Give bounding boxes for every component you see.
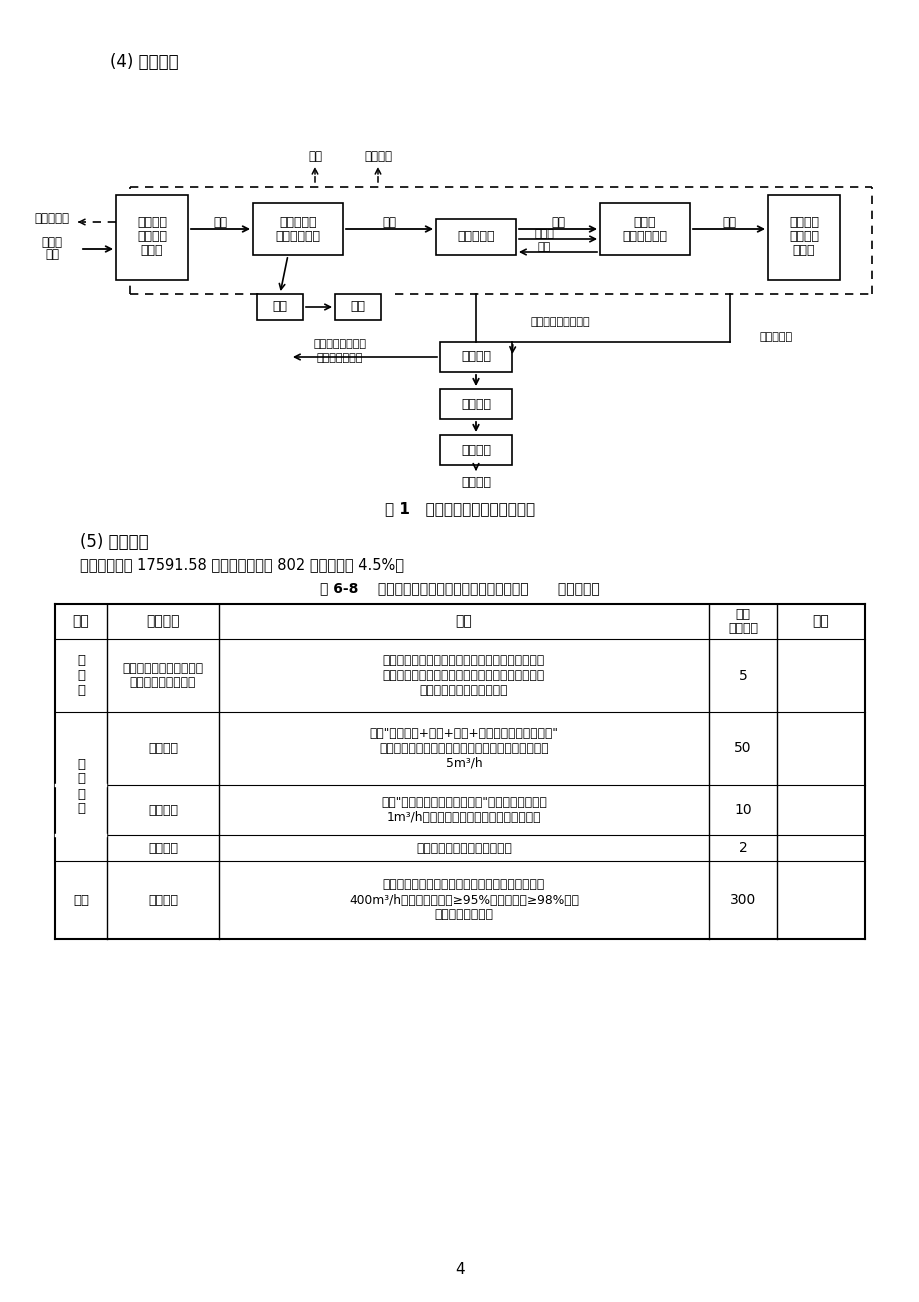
Text: 在汽车发油区设置一套油气回收装置，处理规模为
400m³/h，油气收集效率≥95%，处理效率≥98%。主
材选用进口设备。: 在汽车发油区设置一套油气回收装置，处理规模为 400m³/h，油气收集效率≥95…: [348, 879, 578, 922]
Text: 装油: 装油: [721, 216, 735, 228]
Text: （废油、油渣）: （废油、油渣）: [316, 353, 363, 363]
Text: 采用"一体化生活污水处理设施"处理，处理规模为
1m³/h，达一级排放标准后用于厂区绿化。: 采用"一体化生活污水处理设施"处理，处理规模为 1m³/h，达一级排放标准后用于…: [380, 796, 546, 824]
Text: （汽车装车）: （汽车装车）: [622, 229, 667, 242]
Text: 油罐底水、检修废水: 油罐底水、检修废水: [530, 316, 590, 327]
Text: 油区）: 油区）: [141, 245, 163, 258]
Text: 烃类气体: 烃类气体: [364, 151, 391, 164]
Text: 图 1   项目主要流程及产污位置图: 图 1 项目主要流程及产污位置图: [384, 501, 535, 517]
Bar: [116, 194, 187, 280]
Text: 上层浮油、悬浮物: 上层浮油、悬浮物: [313, 339, 366, 349]
Bar: [439, 342, 512, 372]
Text: 泵台清洗水: 泵台清洗水: [759, 332, 792, 342]
Text: 5: 5: [738, 668, 746, 682]
Text: 废
水
治
理: 废 水 治 理: [77, 758, 85, 815]
Text: 液压潜油泵: 液压潜油泵: [279, 216, 316, 228]
Bar: [436, 219, 516, 255]
Text: 来油: 来油: [45, 249, 59, 262]
Text: 治理内容: 治理内容: [146, 615, 179, 629]
Text: 规范排口建设，规范标识标牌: 规范排口建设，规范标识标牌: [415, 841, 511, 854]
Text: 50: 50: [733, 742, 751, 755]
Text: 卸油: 卸油: [382, 216, 396, 228]
Text: （汽车发: （汽车发: [789, 230, 818, 243]
Text: 放空: 放空: [350, 301, 365, 314]
Text: 火车油罐: 火车油罐: [137, 216, 167, 229]
Text: 噪声: 噪声: [308, 151, 322, 164]
Bar: [599, 203, 689, 255]
Text: 10: 10: [733, 803, 751, 816]
Text: 隔油装置: 隔油装置: [460, 397, 491, 410]
Text: 洒水降尘，及时清扫路面尘土；禁止夜间施工，加
工作业点布设在场地中部；废水沉淀处理后尽量回
用；及时绿化，保护植被。: 洒水降尘，及时清扫路面尘土；禁止夜间施工，加 工作业点布设在场地中部；废水沉淀处…: [382, 654, 545, 697]
Text: 投资
（万元）: 投资 （万元）: [727, 608, 757, 635]
Text: 备注: 备注: [811, 615, 828, 629]
Text: 专用线: 专用线: [41, 236, 62, 249]
Text: 噪声、振动: 噪声、振动: [35, 212, 70, 225]
Text: 4: 4: [455, 1263, 464, 1277]
Text: （火车卸: （火车卸: [137, 230, 167, 243]
Text: 卸油: 卸油: [213, 216, 227, 228]
Bar: [439, 389, 512, 419]
Text: 汽车油罐: 汽车油罐: [789, 216, 818, 229]
Text: 措施: 措施: [455, 615, 471, 629]
Text: （火车卸车）: （火车卸车）: [275, 229, 320, 242]
Text: 油气回收: 油气回收: [148, 893, 177, 906]
Bar: [256, 294, 302, 320]
Bar: [335, 294, 380, 320]
Text: 施工废水、扬尘、噪声防
治以及生态恢复措施: 施工废水、扬尘、噪声防 治以及生态恢复措施: [122, 661, 203, 690]
Text: 生产废水: 生产废水: [148, 742, 177, 755]
Text: 库区储油罐: 库区储油罐: [457, 230, 494, 243]
Text: 采用"絮凝气浮+隔油+吸附+一体化生活污水处理设"
处理达一级排放标准后，用于库区绿化，处理规模为
5m³/h: 采用"絮凝气浮+隔油+吸附+一体化生活污水处理设" 处理达一级排放标准后，用于库…: [369, 727, 558, 769]
Text: 2: 2: [738, 841, 746, 855]
Bar: [439, 435, 512, 465]
Text: 离心泵: 离心泵: [633, 216, 655, 228]
Text: 倒罐泵: 倒罐泵: [534, 229, 553, 240]
Text: 倒罐: 倒罐: [537, 242, 550, 253]
Text: 库区绿化: 库区绿化: [460, 475, 491, 488]
Text: 施
工
期: 施 工 期: [77, 654, 85, 697]
Bar: [767, 194, 839, 280]
Text: 排口规范: 排口规范: [148, 841, 177, 854]
Text: 装油: 装油: [550, 216, 564, 228]
Text: 项目: 项目: [73, 615, 89, 629]
Bar: [253, 203, 343, 255]
Text: 油区）: 油区）: [792, 245, 814, 258]
Text: 300: 300: [729, 893, 755, 907]
Text: 接收水池: 接收水池: [460, 350, 491, 363]
Text: 絮凝气浮: 絮凝气浮: [460, 444, 491, 457]
Text: 滑片: 滑片: [272, 301, 287, 314]
Text: (5) 环保投资: (5) 环保投资: [80, 533, 149, 551]
Text: 废气: 废气: [73, 893, 89, 906]
Text: 项目一期投资 17591.58 万元，环保投资 802 万元，约占 4.5%。: 项目一期投资 17591.58 万元，环保投资 802 万元，约占 4.5%。: [80, 557, 403, 573]
Text: (4) 生产工艺: (4) 生产工艺: [110, 53, 178, 72]
Text: 表 6-8    环保设施（措施）组成及投资估算一览表      单位：万元: 表 6-8 环保设施（措施）组成及投资估算一览表 单位：万元: [320, 581, 599, 595]
Text: 生活污水: 生活污水: [148, 803, 177, 816]
